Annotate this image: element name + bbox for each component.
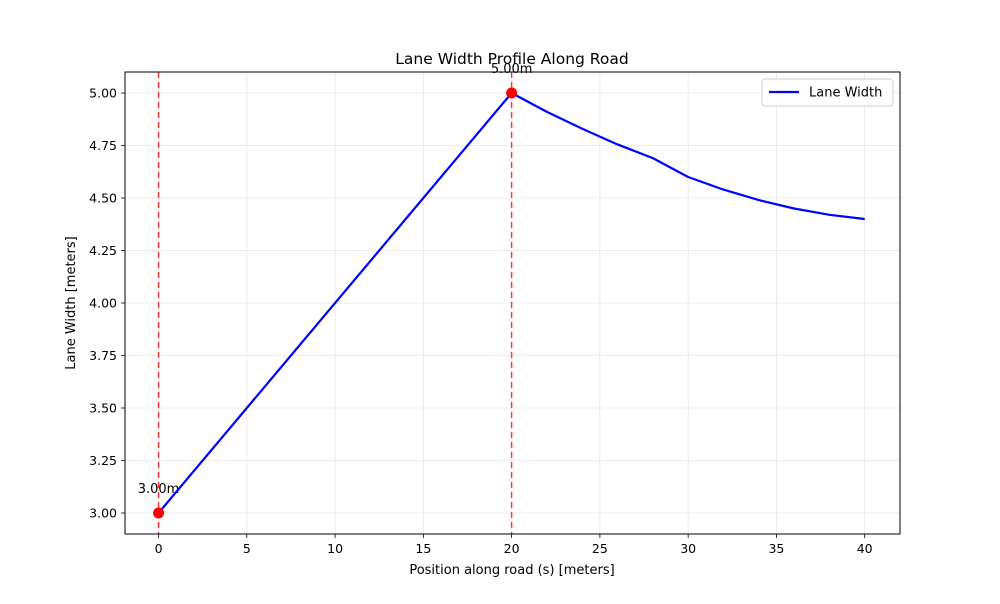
marker-layer: 3.00m 5.00m (138, 62, 533, 519)
vline-layer (157, 72, 513, 534)
y-tick-label-6: 4.50 (89, 191, 117, 206)
y-tick-label-8: 5.00 (89, 86, 117, 101)
x-axis-ticks: 0 5 10 15 20 25 30 35 40 (155, 534, 873, 556)
y-tick-label-0: 3.00 (89, 506, 117, 521)
series-layer (157, 91, 865, 514)
y-tick-label-3: 3.75 (89, 348, 117, 363)
legend-label-lane-width: Lane Width (809, 86, 882, 101)
y-tick-label-7: 4.75 (89, 138, 117, 153)
x-tick-label-0: 0 (155, 541, 163, 556)
marker-point-0 (153, 507, 165, 519)
x-tick-label-8: 40 (857, 541, 873, 556)
x-tick-label-1: 5 (243, 541, 251, 556)
y-tick-label-4: 4.00 (89, 296, 117, 311)
x-tick-label-7: 35 (768, 541, 784, 556)
x-axis-label: Position along road (s) [meters] (409, 563, 614, 578)
x-tick-label-5: 25 (592, 541, 608, 556)
marker-annotation-1: 5.00m (491, 62, 533, 77)
legend-box (761, 78, 894, 107)
series-line-0 (157, 91, 865, 514)
y-tick-label-1: 3.25 (89, 453, 117, 468)
y-axis-label: Lane Width [meters] (64, 236, 79, 370)
grid-layer (125, 72, 900, 534)
x-tick-label-3: 15 (415, 541, 431, 556)
y-tick-label-2: 3.50 (89, 401, 117, 416)
chart-title: Lane Width Profile Along Road (395, 50, 628, 68)
y-tick-label-5: 4.25 (89, 243, 117, 258)
marker-annotation-0: 3.00m (138, 482, 180, 497)
x-tick-label-2: 10 (327, 541, 343, 556)
marker-point-1 (506, 87, 518, 99)
y-axis-ticks: 3.00 3.25 3.50 3.75 4.00 4.25 4.50 4.75 5.00 (89, 86, 125, 521)
legend: Lane Width (761, 78, 894, 107)
x-tick-label-4: 20 (504, 541, 520, 556)
x-tick-label-6: 30 (680, 541, 696, 556)
